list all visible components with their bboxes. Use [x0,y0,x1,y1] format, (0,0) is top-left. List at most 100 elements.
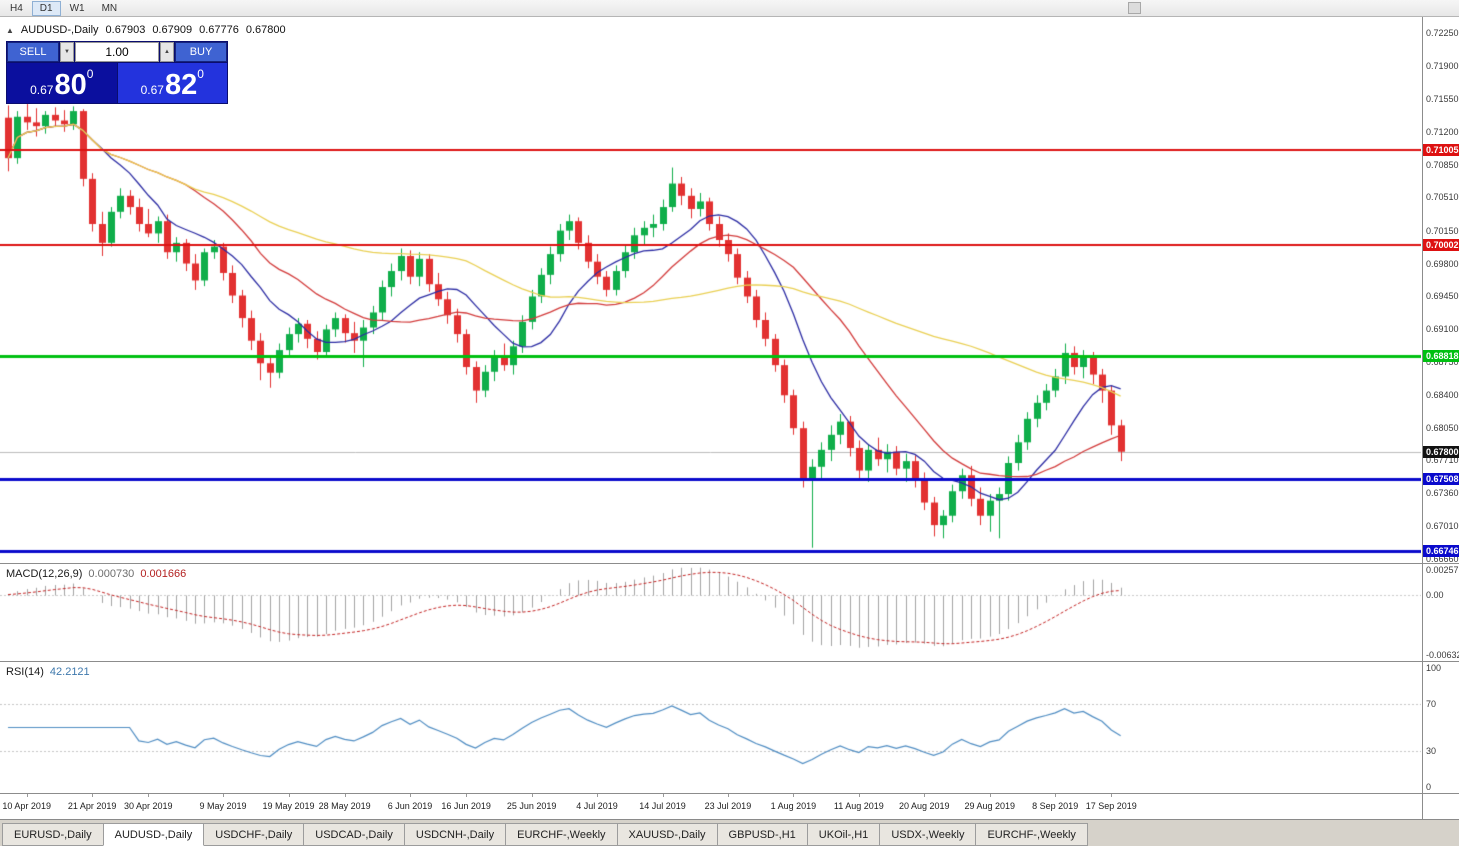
chart-tab[interactable]: EURCHF-,Weekly [505,823,618,846]
date-axis-tick [410,794,411,797]
price-level-tag: 0.71005 [1423,144,1459,156]
rsi-panel: 100 70 30 0 RSI(14) 42.2121 [0,662,1459,793]
date-axis-tick [924,794,925,797]
chart-tab[interactable]: USDCHF-,Daily [203,823,305,846]
rsi-axis[interactable]: 100 70 30 0 [1422,662,1459,793]
date-axis-tick [27,794,28,797]
price-axis-tick: 0.72250 [1426,28,1459,38]
price-axis-tick: 0.71900 [1426,60,1459,71]
chart-tab[interactable]: USDX-,Weekly [879,823,977,846]
macd-panel: 0.00257 0.00 -0.00632 MACD(12,26,9) 0.0007… [0,564,1459,661]
buy-price-display[interactable]: 0.67 82 0 [117,63,227,103]
price-level-tag: 0.67508 [1423,473,1459,485]
date-axis-tick [728,794,729,797]
price-axis-tick: 0.67710 [1426,455,1459,466]
volume-input[interactable] [75,42,159,62]
date-axis-label: 14 Jul 2019 [639,801,686,811]
price-level-tag: 0.66746 [1423,545,1459,557]
price-axis[interactable]: 0.72250 0.71900 0.71550 0.71200 0.70850 0.705… [1422,17,1459,563]
panel-splitter[interactable] [0,661,1459,662]
date-axis-label: 8 Sep 2019 [1032,801,1079,811]
macd-name: MACD(12,26,9) [6,568,83,580]
date-axis-tick [990,794,991,797]
chart-tab-bar: EURUSD-,Daily AUDUSD-,Daily USDCHF-,Daily U… [0,819,1459,846]
date-axis-tick [859,794,860,797]
sell-price-display[interactable]: 0.67 80 0 [7,63,117,103]
chart-tab[interactable]: EURUSD-,Daily [2,823,104,846]
buy-button[interactable]: BUY [175,42,227,62]
date-axis-tick [1055,794,1056,797]
chart-tab[interactable]: USDCNH-,Daily [403,823,507,846]
timeframe-button-w1[interactable]: W1 [62,1,93,16]
chart-tab[interactable]: XAUUSD-,Daily [616,823,718,846]
date-axis-label: 11 Aug 2019 [833,801,884,811]
price-axis-tick: 0.68750 [1426,357,1459,368]
date-axis-tick [597,794,598,797]
date-axis-tick [223,794,224,797]
date-axis-tick [532,794,533,797]
macd-axis[interactable]: 0.00257 0.00 -0.00632 [1422,564,1459,661]
chart-tab[interactable]: EURCHF-,Weekly [975,823,1088,846]
trade-panel-collapse-icon[interactable]: ▲ [6,25,14,35]
macd-label: MACD(12,26,9) 0.000730 0.001666 [6,568,186,580]
toolbar-fragment[interactable] [1128,2,1141,14]
timeframe-button-group: H4 D1 W1 MN [2,0,126,16]
date-axis-label: 6 Jun 2019 [387,801,433,811]
rsi-canvas[interactable] [0,662,1421,793]
date-axis-label: 25 Jun 2019 [506,801,557,811]
rsi-value: 42.2121 [49,666,90,678]
price-axis-tick: 0.69450 [1426,291,1459,302]
macd-main-value: 0.000730 [88,568,135,580]
price-level-tag: 0.70002 [1423,239,1459,251]
price-axis-tick: 0.70850 [1426,159,1459,170]
price-axis-tick: 0.69800 [1426,258,1459,269]
price-axis-tick: 0.68400 [1426,390,1459,401]
chart-tab[interactable]: GBPUSD-,H1 [716,823,808,846]
price-axis-tick: 0.71550 [1426,93,1459,104]
price-axis-tick: 0.67360 [1426,488,1459,499]
volume-increase-button[interactable]: ▲ [160,42,174,62]
sell-price-prefix: 0.67 [30,83,54,97]
date-axis-label: 4 Jul 2019 [576,801,618,811]
date-axis-label: 10 Apr 2019 [2,801,51,811]
price-axis-tick: 0.71200 [1426,126,1459,137]
panel-splitter[interactable] [0,793,1459,794]
price-level-tag: 0.67800 [1423,446,1459,458]
date-axis-label: 29 Aug 2019 [964,801,1016,811]
price-axis-tick: 0.70510 [1426,191,1459,202]
rsi-label: RSI(14) 42.2121 [6,666,90,678]
buy-price-prefix: 0.67 [140,83,164,97]
chart-area: 0.72250 0.71900 0.71550 0.71200 0.70850 0.705… [0,17,1459,819]
timeframe-toolbar: H4 D1 W1 MN [0,0,1459,17]
macd-axis-tick: 0.00 [1426,589,1444,600]
price-chart-canvas[interactable] [0,17,1421,563]
date-axis-label: 21 Apr 2019 [67,801,117,811]
date-axis[interactable]: 10 Apr 2019 21 Apr 2019 30 Apr 2019 9 May 2… [0,794,1459,819]
chart-tab[interactable]: AUDUSD-,Daily [102,823,205,846]
panel-splitter[interactable] [0,563,1459,564]
date-axis-label: 16 Jun 2019 [441,801,491,811]
rsi-axis-tick: 30 [1426,746,1437,757]
ohlc-high: 0.67909 [152,24,193,36]
chart-symbol-label: AUDUSD-,Daily [20,24,99,36]
buy-price-pips: 82 [164,69,198,101]
sell-price-pips: 80 [54,69,87,101]
date-axis-tick [92,794,93,797]
date-axis-label: 19 May 2019 [262,801,315,811]
timeframe-button-d1[interactable]: D1 [31,0,61,16]
date-axis-tick [466,794,467,797]
rsi-name: RSI(14) [6,666,44,678]
chart-tab[interactable]: USDCAD-,Daily [303,823,405,846]
timeframe-button-mn[interactable]: MN [94,1,126,16]
timeframe-button-h4[interactable]: H4 [2,1,31,16]
date-axis-corner [1422,794,1459,819]
volume-decrease-button[interactable]: ▼ [60,42,74,62]
sell-button[interactable]: SELL [7,42,59,62]
date-axis-tick [148,794,149,797]
rsi-axis-tick: 0 [1426,782,1432,792]
macd-canvas[interactable] [0,564,1421,661]
chart-tab[interactable]: UKOil-,H1 [806,823,881,846]
date-axis-label: 9 May 2019 [199,801,247,811]
chart-title: ▲ AUDUSD-,Daily 0.67903 0.67909 0.67776 … [6,24,286,36]
